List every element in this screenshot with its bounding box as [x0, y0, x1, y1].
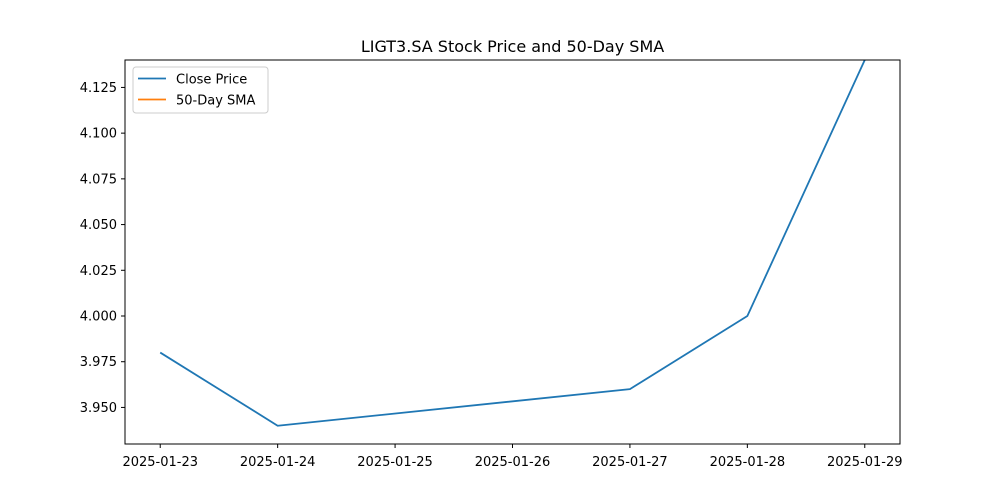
y-tick-label: 4.050 [80, 218, 117, 233]
x-axis: 2025-01-23 2025-01-24 2025-01-25 2025-01-26… [122, 444, 903, 470]
x-tick-label: 2025-01-29 [827, 455, 903, 470]
y-tick-label: 3.950 [80, 401, 117, 416]
y-axis: 3.950 3.975 4.000 4.025 4.050 4.075 4.100 4.125 [80, 81, 125, 416]
chart-title: LIGT3.SA Stock Price and 50-Day SMA [361, 37, 664, 56]
x-tick-label: 2025-01-27 [592, 455, 668, 470]
y-tick-label: 3.975 [80, 355, 117, 370]
y-tick-label: 4.125 [80, 81, 117, 96]
legend-box [132, 66, 269, 114]
y-tick-label: 4.025 [80, 264, 117, 279]
x-tick-label: 2025-01-28 [710, 455, 786, 470]
x-tick-label: 2025-01-24 [240, 455, 316, 470]
x-tick-label: 2025-01-25 [357, 455, 433, 470]
legend-label-close-price: Close Price [176, 73, 247, 88]
x-tick-label: 2025-01-23 [122, 455, 198, 470]
y-tick-label: 4.075 [80, 172, 117, 187]
x-tick-label: 2025-01-26 [475, 455, 551, 470]
plot-frame [124, 59, 901, 445]
legend: Close Price 50-Day SMA [132, 66, 269, 114]
legend-label-sma: 50-Day SMA [176, 94, 256, 109]
series-line-close-price [159, 59, 866, 427]
plot-series [159, 59, 866, 427]
y-tick-label: 4.000 [80, 310, 117, 325]
y-tick-label: 4.100 [80, 127, 117, 142]
